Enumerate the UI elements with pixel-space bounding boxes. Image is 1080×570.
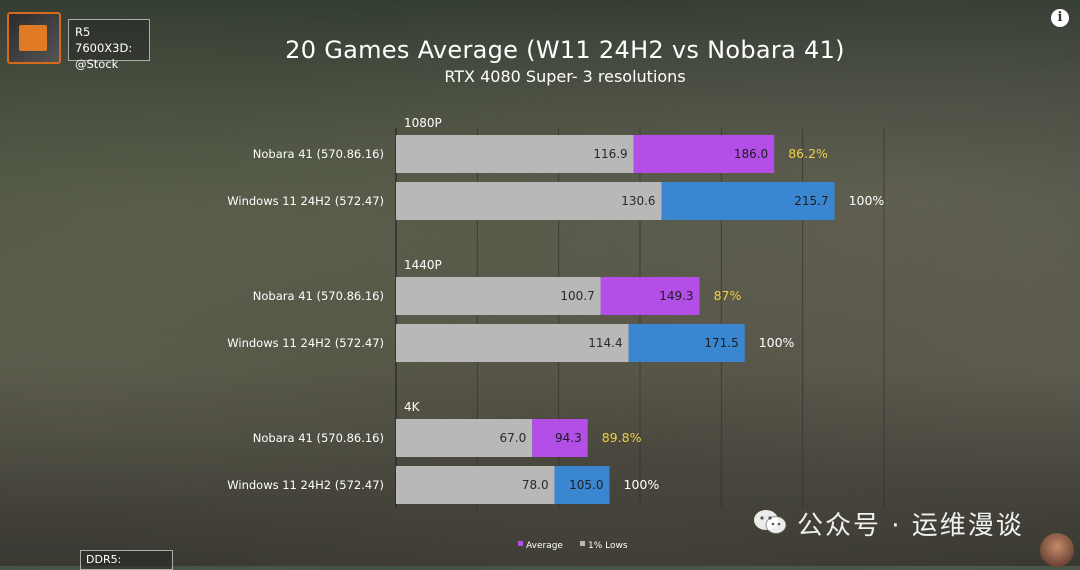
bar-average: [633, 135, 775, 173]
chart-title: 20 Games Average (W11 24H2 vs Nobara 41): [285, 36, 845, 64]
ddr-badge: DDR5:: [80, 550, 173, 570]
bar-average: [661, 182, 835, 220]
data-label-lows: 114.4: [588, 336, 622, 350]
bar-average: [554, 466, 610, 504]
percent-label: 100%: [849, 193, 885, 208]
bar-average: [628, 324, 745, 362]
cpu-badge: R5 7600X3D: @Stock: [68, 19, 150, 71]
data-label-average: 171.5: [704, 336, 738, 350]
row-label: Nobara 41 (570.86.16): [253, 431, 384, 445]
data-label-lows: 67.0: [500, 431, 527, 445]
watermark-text: 公众号 · 运维漫谈: [797, 511, 1024, 541]
bar-lows: [396, 135, 634, 173]
row-label: Nobara 41 (570.86.16): [253, 147, 384, 161]
data-label-average: 149.3: [659, 289, 693, 303]
cpu-badge-line1: R5 7600X3D:: [75, 25, 133, 55]
info-icon[interactable]: i: [1051, 9, 1069, 27]
bar-average: [532, 419, 588, 457]
data-label-average: 105.0: [569, 478, 603, 492]
percent-label: 100%: [624, 477, 660, 492]
bar-lows: [396, 324, 629, 362]
chart-subtitle: RTX 4080 Super- 3 resolutions: [444, 67, 686, 86]
bar-average: [600, 277, 700, 315]
legend-label-lows: 1% Lows: [588, 541, 628, 551]
row-label: Windows 11 24H2 (572.47): [227, 478, 384, 492]
wechat-icon: [754, 510, 787, 534]
row-label: Windows 11 24H2 (572.47): [227, 336, 384, 350]
row-label: Nobara 41 (570.86.16): [253, 289, 384, 303]
percent-label: 87%: [714, 288, 742, 303]
bar-lows: [396, 466, 555, 504]
bar-lows: [396, 419, 533, 457]
bar-lows: [396, 182, 662, 220]
cpu-badge-line2: @Stock: [75, 57, 119, 71]
channel-avatar: [1040, 533, 1074, 567]
percent-label: 100%: [759, 335, 795, 350]
data-label-lows: 78.0: [522, 478, 549, 492]
percent-label: 89.8%: [602, 430, 642, 445]
legend-label-average: Average: [526, 541, 563, 551]
data-label-lows: 100.7: [560, 289, 594, 303]
group-label: 1440P: [404, 258, 442, 272]
data-label-average: 186.0: [734, 147, 768, 161]
group-label: 1080P: [404, 116, 442, 130]
legend-swatch-lows: [580, 541, 585, 546]
cpu-logo: [7, 12, 61, 64]
percent-label: 86.2%: [788, 146, 828, 161]
data-label-lows: 130.6: [621, 194, 655, 208]
bar-lows: [396, 277, 601, 315]
row-label: Windows 11 24H2 (572.47): [227, 194, 384, 208]
legend-swatch-average: [518, 541, 523, 546]
data-label-lows: 116.9: [593, 147, 627, 161]
data-label-average: 94.3: [555, 431, 582, 445]
group-label: 4K: [404, 400, 421, 414]
data-label-average: 215.7: [794, 194, 828, 208]
